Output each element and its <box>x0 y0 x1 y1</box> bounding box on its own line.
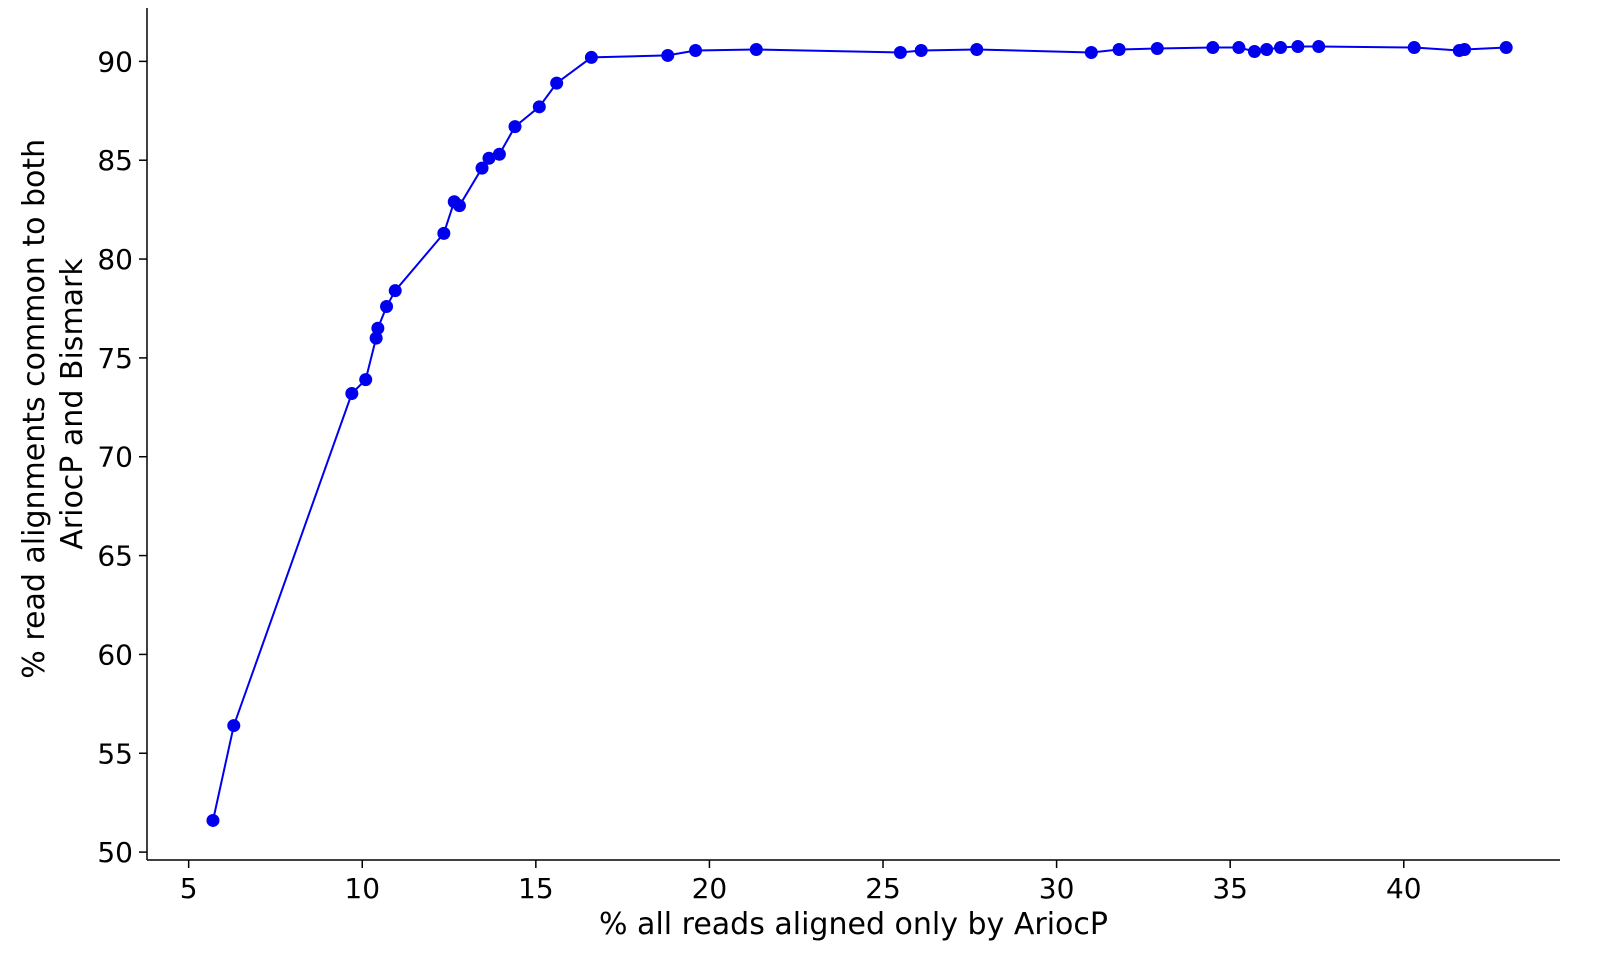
data-point <box>1084 45 1098 59</box>
y-tick-label: 75 <box>97 342 133 375</box>
data-point <box>661 48 675 62</box>
data-point <box>492 147 506 161</box>
data-point <box>550 76 564 90</box>
series-layer <box>206 40 1513 827</box>
x-tick-label: 30 <box>1039 872 1075 905</box>
data-point <box>227 719 241 733</box>
data-point <box>482 151 496 165</box>
y-tick-label: 50 <box>97 836 133 869</box>
y-tick-label: 80 <box>97 243 133 276</box>
data-point <box>380 299 394 313</box>
y-tick-label: 65 <box>97 540 133 573</box>
data-point <box>388 284 402 298</box>
data-point <box>1291 40 1305 54</box>
data-point <box>475 161 489 175</box>
y-axis-label-line-1: % read alignments common to both <box>17 139 52 679</box>
y-tick-label: 90 <box>97 45 133 78</box>
x-tick-label: 40 <box>1386 872 1422 905</box>
data-point <box>749 43 763 57</box>
data-point <box>345 386 359 400</box>
data-point <box>1112 43 1126 57</box>
data-point <box>689 44 703 58</box>
data-point <box>893 45 907 59</box>
x-tick-label: 35 <box>1212 872 1248 905</box>
data-point <box>1407 41 1421 55</box>
data-point <box>1499 41 1513 55</box>
data-point <box>1312 40 1326 54</box>
data-point <box>1150 42 1164 56</box>
x-tick-label: 10 <box>344 872 380 905</box>
data-point <box>532 100 546 114</box>
data-point <box>1260 43 1274 57</box>
data-point <box>452 199 466 213</box>
x-tick-label: 5 <box>180 872 198 905</box>
data-point <box>359 373 373 387</box>
series-line <box>212 45 1507 821</box>
data-point <box>584 50 598 64</box>
data-point <box>970 43 984 57</box>
y-tick-label: 85 <box>97 144 133 177</box>
data-point <box>1458 43 1472 57</box>
data-point <box>914 44 928 58</box>
data-point <box>508 120 522 134</box>
x-axis-label: % all reads aligned only by AriocP <box>599 907 1108 942</box>
y-tick-label: 60 <box>97 638 133 671</box>
y-axis-label: % read alignments common to both AriocP … <box>17 129 90 678</box>
data-point <box>437 226 451 240</box>
data-point <box>371 321 385 335</box>
y-tick-label: 70 <box>97 441 133 474</box>
x-tick-label: 25 <box>865 872 901 905</box>
data-point <box>1247 44 1261 58</box>
axes: 5 10 15 20 25 30 35 40 50 55 60 65 70 75 80 85 90 <box>97 8 1560 905</box>
x-tick-label: 15 <box>518 872 554 905</box>
y-tick-label: 55 <box>97 737 133 770</box>
data-point <box>1274 41 1288 55</box>
data-point <box>1206 41 1220 55</box>
x-tick-label: 20 <box>692 872 728 905</box>
data-point <box>206 813 220 827</box>
data-point <box>369 331 383 345</box>
y-axis-label-line-2: AriocP and Bismark <box>55 258 90 550</box>
data-point <box>1232 41 1246 55</box>
